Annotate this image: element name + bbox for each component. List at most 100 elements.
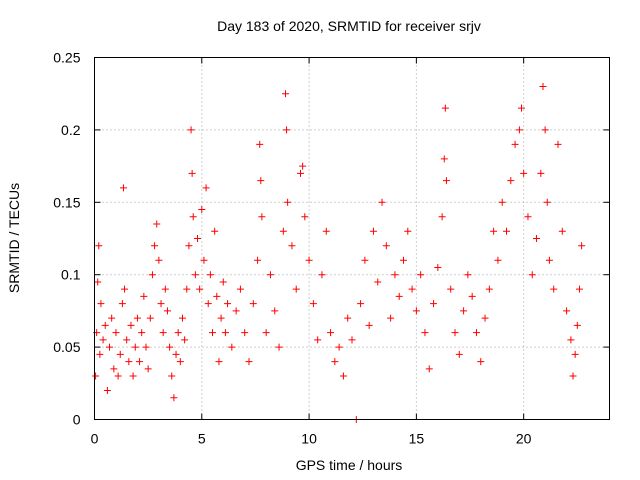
data-point <box>129 372 137 380</box>
data-point <box>451 329 459 337</box>
data-point <box>537 169 545 177</box>
data-point <box>554 140 562 148</box>
data-point <box>430 300 438 308</box>
data-point <box>539 82 547 90</box>
data-point <box>573 321 581 329</box>
data-point <box>103 387 111 395</box>
data-point <box>241 329 249 337</box>
data-point <box>511 140 519 148</box>
data-point <box>245 358 253 366</box>
data-point <box>331 358 339 366</box>
data-point <box>157 300 165 308</box>
data-point <box>172 350 180 358</box>
data-point <box>106 343 114 351</box>
data-point <box>256 140 264 148</box>
data-point <box>464 271 472 279</box>
data-point <box>408 285 416 293</box>
data-point <box>146 314 154 322</box>
data-point <box>438 213 446 221</box>
data-point <box>299 162 307 170</box>
chart-title: Day 183 of 2020, SRMTID for receiver srj… <box>217 18 481 34</box>
data-point <box>543 198 551 206</box>
data-point <box>108 314 116 322</box>
plot-frame <box>94 57 610 420</box>
data-point <box>481 314 489 322</box>
data-point <box>159 329 167 337</box>
data-point <box>131 343 139 351</box>
data-point <box>339 372 347 380</box>
data-point <box>119 184 127 192</box>
data-point <box>138 329 146 337</box>
data-point <box>569 372 577 380</box>
data-point <box>563 307 571 315</box>
data-point <box>136 358 144 366</box>
data-point <box>545 256 553 264</box>
data-point <box>266 271 274 279</box>
data-point <box>528 271 536 279</box>
data-point <box>477 358 485 366</box>
data-point <box>92 372 100 380</box>
data-point <box>395 292 403 300</box>
data-point <box>219 278 227 286</box>
data-point <box>374 278 382 286</box>
data-point <box>228 343 236 351</box>
data-point <box>170 394 178 402</box>
data-point <box>297 169 304 177</box>
y-tick-label: 0.05 <box>53 339 80 355</box>
data-point <box>118 300 126 308</box>
data-point <box>188 169 196 177</box>
x-axis-label: GPS time / hours <box>296 457 403 473</box>
data-point <box>148 271 156 279</box>
data-point <box>281 90 289 98</box>
data-point <box>571 350 579 358</box>
data-point <box>441 104 449 112</box>
data-point <box>275 343 283 351</box>
data-point <box>365 321 373 329</box>
data-point <box>142 343 150 351</box>
axis-layer: 0 0.05 0.1 0.15 0.2 0.25 0 5 10 15 20 <box>53 50 610 447</box>
x-tick-label: 15 <box>409 431 425 447</box>
data-point <box>578 242 586 250</box>
data-point <box>215 358 223 366</box>
data-point <box>254 256 262 264</box>
data-point <box>187 126 195 134</box>
data-point <box>155 256 163 264</box>
data-point <box>204 300 212 308</box>
data-point <box>485 285 493 293</box>
data-point <box>335 343 343 351</box>
y-tick-label: 0.1 <box>61 267 81 283</box>
data-point <box>369 227 377 235</box>
data-point <box>279 227 287 235</box>
data-point <box>161 285 169 293</box>
data-point <box>206 271 214 279</box>
data-point <box>151 242 159 250</box>
data-point <box>541 126 549 134</box>
data-point <box>314 336 322 344</box>
x-tick-label: 20 <box>516 431 532 447</box>
data-point <box>217 314 225 322</box>
data-point <box>558 227 566 235</box>
data-point <box>176 358 184 366</box>
data-point <box>114 372 122 380</box>
data-point <box>378 198 386 206</box>
data-point <box>348 336 356 344</box>
data-point <box>94 278 102 286</box>
y-tick-label: 0.25 <box>53 50 80 66</box>
data-point <box>133 314 141 322</box>
data-point <box>123 336 131 344</box>
x-tick-label: 10 <box>301 431 317 447</box>
data-point <box>442 177 450 185</box>
y-axis-label: SRMTID / TECUs <box>6 183 22 293</box>
data-point <box>391 271 399 279</box>
data-point <box>305 256 313 264</box>
data-point <box>112 329 120 337</box>
data-point <box>490 227 498 235</box>
data-point <box>189 213 197 221</box>
grid-layer <box>94 57 610 420</box>
data-point <box>288 242 296 250</box>
data-point <box>417 271 425 279</box>
data-point <box>460 307 468 315</box>
data-point <box>96 350 104 358</box>
data-point <box>166 343 174 351</box>
data-point <box>95 242 103 250</box>
